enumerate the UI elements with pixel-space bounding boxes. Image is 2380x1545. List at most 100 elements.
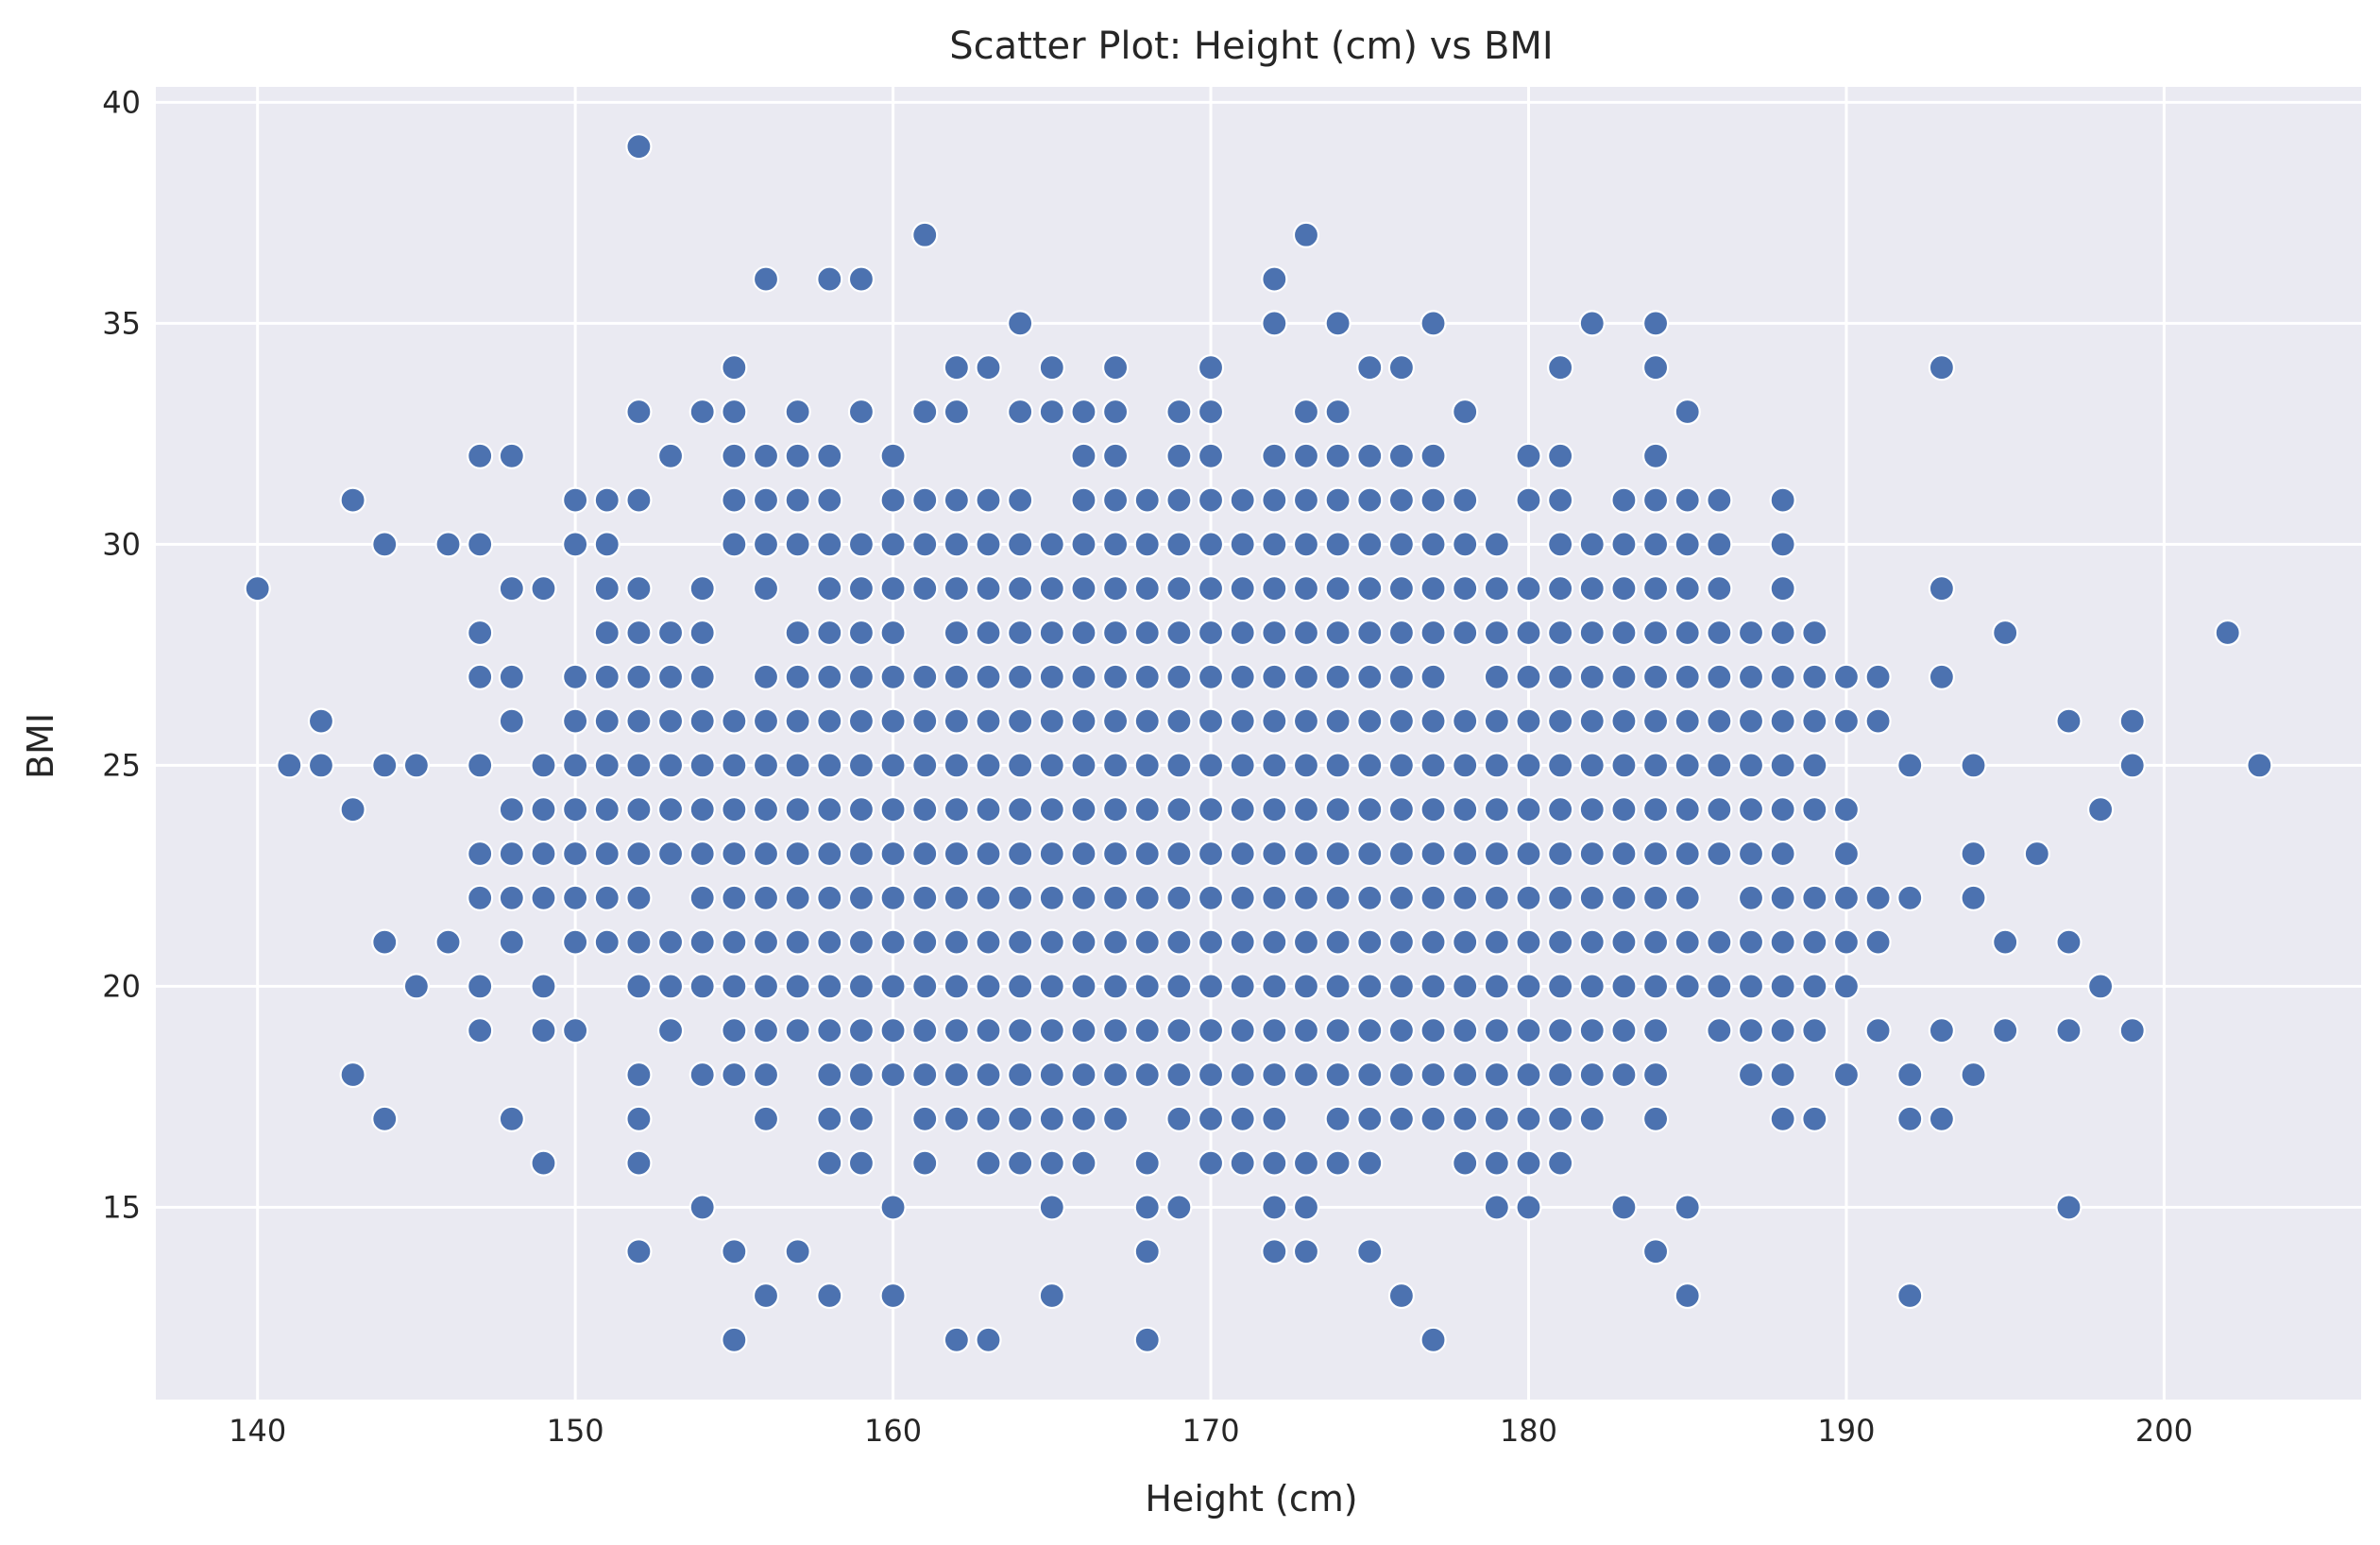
data-point xyxy=(1324,486,1352,514)
data-point xyxy=(656,663,685,690)
data-point xyxy=(1578,840,1606,868)
data-point xyxy=(816,752,843,779)
data-point xyxy=(816,1105,843,1132)
data-point xyxy=(879,752,907,779)
data-point xyxy=(1928,1017,1955,1044)
data-point xyxy=(1515,973,1542,1000)
data-point xyxy=(1324,928,1352,956)
data-point xyxy=(593,752,620,779)
data-point xyxy=(1197,1017,1225,1044)
data-point xyxy=(593,663,620,690)
data-point xyxy=(847,973,876,1000)
data-point xyxy=(562,707,589,735)
data-point xyxy=(625,707,653,735)
data-point xyxy=(1547,354,1574,382)
data-point xyxy=(1452,973,1479,1000)
data-point xyxy=(1197,707,1225,735)
data-point xyxy=(1610,1194,1638,1221)
data-point xyxy=(784,398,811,426)
data-point xyxy=(975,1017,1002,1044)
data-point xyxy=(2087,796,2115,823)
y-tick-label: 25 xyxy=(102,747,141,783)
data-point xyxy=(1292,928,1320,956)
data-point xyxy=(1832,796,1861,823)
data-point xyxy=(1578,531,1606,558)
data-point xyxy=(1261,663,1288,690)
data-point xyxy=(879,575,907,603)
data-point xyxy=(688,663,716,690)
data-point xyxy=(1133,619,1161,647)
data-point xyxy=(847,531,876,558)
data-point xyxy=(1007,486,1034,514)
data-point xyxy=(847,884,876,911)
data-point xyxy=(1610,575,1638,603)
data-point xyxy=(1452,1149,1479,1177)
data-point xyxy=(2055,1194,2082,1221)
data-point xyxy=(1610,840,1638,868)
data-point xyxy=(1706,840,1733,868)
data-point xyxy=(1101,840,1130,868)
data-point xyxy=(1070,1061,1097,1089)
data-point xyxy=(1547,442,1574,469)
data-point xyxy=(1928,575,1955,603)
data-point xyxy=(1578,752,1606,779)
data-point xyxy=(1547,575,1574,603)
data-point xyxy=(879,442,907,469)
data-point xyxy=(879,884,907,911)
data-point xyxy=(1007,1017,1034,1044)
data-point xyxy=(1070,619,1097,647)
data-point xyxy=(1038,928,1065,956)
data-point xyxy=(879,1061,907,1089)
data-point xyxy=(1610,707,1638,735)
data-point xyxy=(1356,796,1384,823)
data-point xyxy=(1261,1105,1288,1132)
data-point xyxy=(1070,973,1097,1000)
data-point xyxy=(1515,884,1542,911)
data-point xyxy=(911,531,939,558)
data-point xyxy=(1197,840,1225,868)
data-point xyxy=(816,1282,843,1310)
data-point xyxy=(1101,531,1130,558)
data-point xyxy=(593,707,620,735)
data-point xyxy=(593,884,620,911)
data-point xyxy=(1133,575,1161,603)
data-point xyxy=(1356,707,1384,735)
data-point xyxy=(975,663,1002,690)
data-point xyxy=(1165,840,1193,868)
data-point xyxy=(498,663,525,690)
data-point xyxy=(879,796,907,823)
data-point xyxy=(1197,1061,1225,1089)
data-point xyxy=(1101,707,1130,735)
data-point xyxy=(816,486,843,514)
x-tick-label: 170 xyxy=(1182,1413,1239,1449)
data-point xyxy=(562,1017,589,1044)
data-point xyxy=(371,1105,399,1132)
data-point xyxy=(1641,354,1670,382)
data-point xyxy=(1801,707,1828,735)
data-point xyxy=(656,1017,685,1044)
data-point xyxy=(1641,796,1670,823)
y-tick-label: 20 xyxy=(102,968,141,1004)
data-point xyxy=(1007,310,1034,337)
data-point xyxy=(879,1282,907,1310)
data-point xyxy=(1420,1105,1447,1132)
data-point xyxy=(943,884,970,911)
data-point xyxy=(1261,1061,1288,1089)
data-point xyxy=(1864,1017,1892,1044)
data-point xyxy=(816,1149,843,1177)
data-point xyxy=(1928,663,1955,690)
data-point xyxy=(1007,398,1034,426)
data-point xyxy=(943,796,970,823)
data-point xyxy=(1641,619,1670,647)
data-point xyxy=(1133,1238,1161,1265)
data-point xyxy=(752,1017,780,1044)
data-point xyxy=(784,928,811,956)
data-point xyxy=(1706,663,1733,690)
data-point xyxy=(1387,928,1416,956)
data-point xyxy=(1420,531,1447,558)
data-point xyxy=(943,354,970,382)
data-point xyxy=(879,1017,907,1044)
data-point xyxy=(1229,575,1256,603)
data-point xyxy=(1292,1238,1320,1265)
data-point xyxy=(911,707,939,735)
